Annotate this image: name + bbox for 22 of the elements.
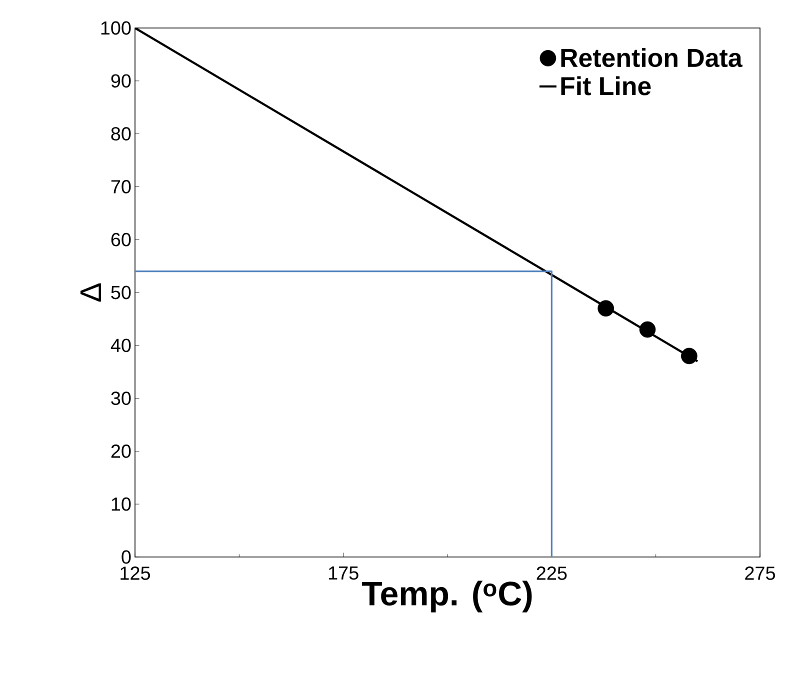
legend-label: Fit Line: [561, 76, 651, 96]
y-tick-label: 80: [111, 127, 131, 140]
y-tick-label: 100: [101, 21, 131, 35]
y-tick-label: 40: [110, 338, 131, 352]
y-tick-label: 0: [122, 550, 131, 564]
x-tick-label: 225: [536, 566, 567, 580]
y-tick-label: 50: [111, 286, 131, 300]
y-tick-label: 30: [111, 392, 131, 405]
point: [639, 321, 656, 338]
y-tick-label: 20: [111, 444, 131, 458]
y-tick-label: 10: [112, 497, 131, 511]
x-tick-label: 125: [120, 566, 150, 580]
y-tick-label: 90: [111, 74, 131, 88]
x-axis-title: Temp. ($^{o}$C): [362, 580, 532, 612]
legend-label: Retention Data: [561, 48, 742, 68]
y-tick-label: 60: [111, 232, 131, 246]
point: [681, 348, 698, 364]
y-axis-title: Δ: [80, 283, 102, 302]
y-tick-label: 70: [111, 180, 131, 194]
x-tick-label: 175: [328, 566, 358, 580]
point: [598, 300, 614, 317]
x-tick-label: 275: [745, 566, 775, 580]
